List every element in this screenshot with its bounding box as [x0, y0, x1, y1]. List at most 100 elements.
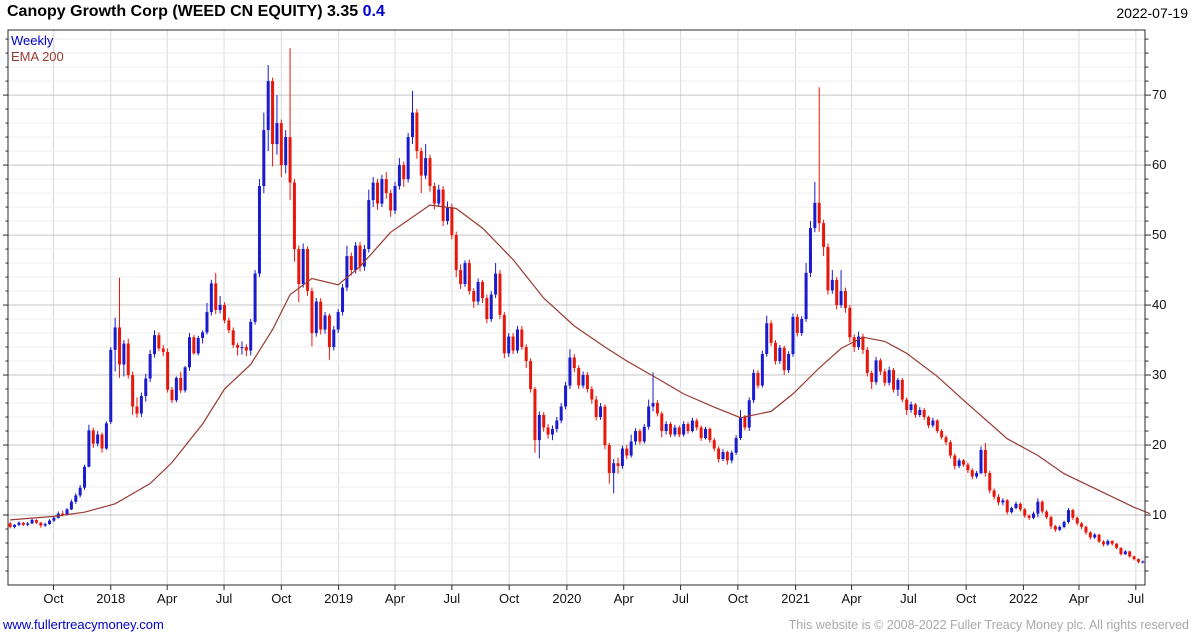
- candle-body: [397, 165, 401, 187]
- candle-body: [148, 354, 152, 379]
- candle-body: [65, 509, 69, 516]
- candle-body: [266, 81, 270, 131]
- candle-body: [616, 463, 620, 467]
- candle-body: [594, 399, 598, 418]
- candle-body: [830, 279, 834, 291]
- candle-body: [673, 427, 677, 435]
- candle-body: [406, 137, 410, 180]
- candle-body: [327, 315, 331, 348]
- candle-body: [791, 316, 795, 355]
- candle-body: [69, 501, 73, 510]
- candle-body: [144, 378, 148, 397]
- candle-body: [279, 123, 283, 166]
- candle-body: [161, 348, 165, 352]
- candle-body: [48, 520, 52, 525]
- candle-body: [848, 307, 852, 338]
- footer: www.fullertreacymoney.com This website i…: [0, 615, 1195, 637]
- x-axis-label: Jul: [672, 591, 689, 606]
- candle-body: [599, 406, 603, 418]
- candle-body: [271, 81, 275, 145]
- candle-body: [262, 130, 266, 187]
- candle-body: [629, 441, 633, 456]
- y-axis-label: 40: [1152, 297, 1167, 313]
- chart-header: Canopy Growth Corp (WEED CN EQUITY) 3.35…: [7, 3, 1188, 27]
- candle-body: [419, 151, 423, 176]
- gridlines-layer: [8, 30, 1145, 585]
- candle-body: [769, 323, 773, 343]
- candle-body: [1123, 551, 1127, 555]
- candle-body: [100, 434, 104, 449]
- x-axis-label: 2022: [1008, 591, 1038, 606]
- candle-body: [1101, 541, 1105, 545]
- candle-body: [1071, 510, 1075, 518]
- candle-body: [17, 522, 21, 525]
- footer-site-link[interactable]: www.fullertreacymoney.com: [3, 617, 164, 632]
- candle-body: [905, 399, 909, 411]
- candle-body: [323, 315, 327, 330]
- candle-body: [39, 522, 43, 526]
- candle-body: [1119, 547, 1123, 555]
- candle-body: [913, 404, 917, 415]
- y-axis-label: 10: [1152, 507, 1167, 522]
- candle-body: [585, 375, 589, 390]
- candle-body: [647, 406, 651, 427]
- candle-body: [1141, 561, 1145, 563]
- candle-body: [721, 452, 725, 460]
- x-axis-label: Oct: [43, 591, 64, 606]
- candle-body: [620, 448, 624, 467]
- candle-body: [1132, 556, 1136, 560]
- candle-body: [669, 424, 673, 435]
- x-axis-label: Jul: [215, 591, 233, 606]
- candle-body: [1097, 534, 1101, 542]
- candle-body: [201, 332, 205, 338]
- candle-body: [152, 335, 156, 355]
- candle-body: [511, 336, 515, 351]
- candle-body: [717, 448, 721, 460]
- candle-body: [345, 256, 349, 288]
- candle-body: [349, 256, 353, 271]
- candle-body: [402, 165, 406, 180]
- candle-body: [1010, 508, 1014, 513]
- candle-body: [953, 455, 957, 467]
- candle-body: [581, 375, 585, 386]
- candle-body: [747, 400, 751, 428]
- candle-body: [612, 463, 616, 474]
- candle-body: [857, 336, 861, 348]
- candle-body: [865, 349, 869, 373]
- x-axis-label: 2018: [96, 591, 126, 606]
- candle-body: [310, 291, 314, 334]
- candle-body: [314, 301, 318, 334]
- candle-body: [533, 389, 537, 441]
- candle-body: [131, 375, 135, 407]
- candle-body: [817, 202, 821, 224]
- candle-body: [822, 223, 826, 247]
- x-axis-label: Oct: [499, 591, 520, 606]
- x-axis-label: Jul: [443, 591, 461, 606]
- legend-weekly: Weekly: [11, 33, 54, 48]
- candle-body: [8, 523, 12, 527]
- candle-body: [157, 335, 161, 349]
- candle-body: [371, 182, 375, 201]
- candle-body: [118, 327, 122, 365]
- last-price: 3.35: [327, 3, 359, 20]
- candle-body: [376, 182, 380, 204]
- candle-body: [1128, 551, 1132, 557]
- candle-body: [384, 179, 388, 194]
- chart-date: 2022-07-19: [1116, 5, 1188, 21]
- x-axis-label: Apr: [613, 591, 634, 606]
- candle-body: [301, 249, 305, 285]
- candle-body: [288, 137, 292, 183]
- candle-body: [520, 329, 524, 348]
- candle-body: [843, 291, 847, 308]
- candle-body: [892, 370, 896, 390]
- candle-body: [445, 207, 449, 222]
- candle-body: [966, 464, 970, 471]
- candle-body: [590, 389, 594, 400]
- candle-body: [555, 420, 559, 429]
- candle-body: [467, 263, 471, 292]
- candle-body: [380, 179, 384, 204]
- candle-body: [336, 312, 340, 330]
- candle-body: [1093, 534, 1097, 538]
- candle-body: [1049, 517, 1053, 527]
